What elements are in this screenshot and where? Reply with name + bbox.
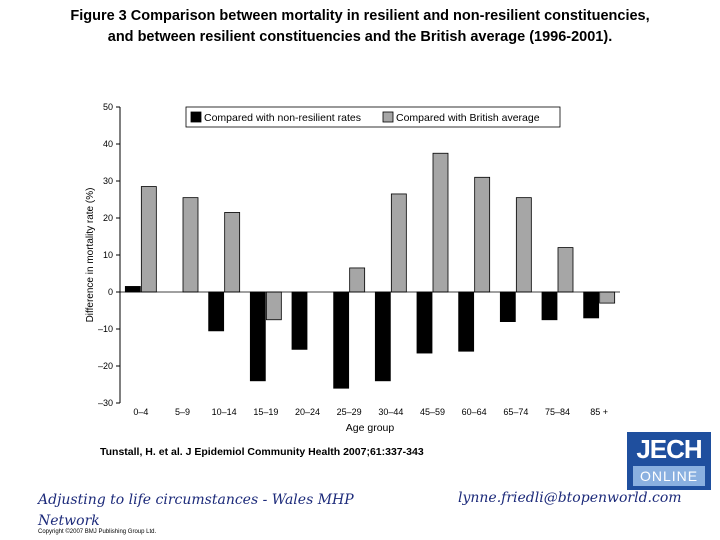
footer-presentation-title: Adjusting to life circumstances - Wales … (38, 492, 354, 529)
x-tick-label: 0–4 (133, 407, 148, 417)
x-tick-label: 5–9 (175, 407, 190, 417)
bar-non-resilient (374, 291, 391, 382)
bar-non-resilient (249, 291, 266, 382)
x-tick-label: 65–74 (503, 407, 528, 417)
bar-british-average (432, 152, 449, 293)
footer-email: lynne.friedli@btopenworld.com (458, 490, 682, 506)
bar-british-average (265, 291, 282, 321)
x-tick-label: 15–19 (253, 407, 278, 417)
bar-british-average (140, 186, 157, 293)
figure-title: Figure 3 Comparison between mortality in… (0, 6, 720, 48)
y-axis-title: Difference in mortality rate (%) (85, 188, 96, 323)
bar-british-average (390, 193, 407, 293)
copyright-notice: Copyright ©2007 BMJ Publishing Group Ltd… (38, 529, 157, 535)
bar-british-average (349, 267, 366, 293)
x-tick-label: 75–84 (545, 407, 570, 417)
y-tick-label: 50 (103, 102, 113, 112)
bar-non-resilient (333, 291, 350, 389)
bar-british-average (557, 247, 574, 293)
legend-box (185, 106, 561, 128)
y-tick-label: 10 (103, 250, 113, 260)
x-tick-label: 45–59 (420, 407, 445, 417)
y-tick-label: 30 (103, 176, 113, 186)
bar-non-resilient (458, 291, 475, 352)
bar-british-average (224, 212, 241, 293)
legend-label-british-average: Compared with British average (396, 112, 540, 124)
legend-swatch-british-average (382, 111, 394, 123)
x-tick-label: 30–44 (378, 407, 403, 417)
y-tick-label: –20 (98, 361, 113, 371)
y-tick-label: 40 (103, 139, 113, 149)
y-tick-label: –30 (98, 398, 113, 408)
bar-non-resilient (541, 291, 558, 321)
x-tick-label: 10–14 (212, 407, 237, 417)
x-tick-label: 85 + (590, 407, 608, 417)
bar-british-average (515, 197, 532, 293)
bar-non-resilient (208, 291, 225, 332)
bar-non-resilient (124, 286, 141, 293)
x-tick-label: 20–24 (295, 407, 320, 417)
bar-non-resilient (499, 291, 516, 323)
logo-text-top: JECH (636, 434, 702, 464)
bar-non-resilient (416, 291, 433, 354)
logo-text-bottom: ONLINE (633, 466, 705, 486)
title-line-1: Figure 3 Comparison between mortality in… (70, 8, 650, 24)
legend-label-non-resilient: Compared with non-resilient rates (204, 112, 361, 124)
legend-swatch-non-resilient (190, 111, 202, 123)
bar-british-average (182, 197, 199, 293)
bar-british-average (474, 176, 491, 293)
x-axis-title: Age group (346, 422, 395, 434)
bar-non-resilient (291, 291, 308, 350)
y-tick-label: 0 (108, 287, 113, 297)
title-line-2: and between resilient constituencies and… (107, 29, 613, 45)
y-tick-label: –10 (98, 324, 113, 334)
bar-non-resilient (583, 291, 600, 319)
bar-british-average (599, 291, 616, 304)
jech-online-logo: JECH ONLINE (627, 432, 711, 490)
y-tick-label: 20 (103, 213, 113, 223)
citation: Tunstall, H. et al. J Epidemiol Communit… (100, 446, 424, 458)
x-tick-label: 25–29 (337, 407, 362, 417)
x-tick-label: 60–64 (462, 407, 487, 417)
